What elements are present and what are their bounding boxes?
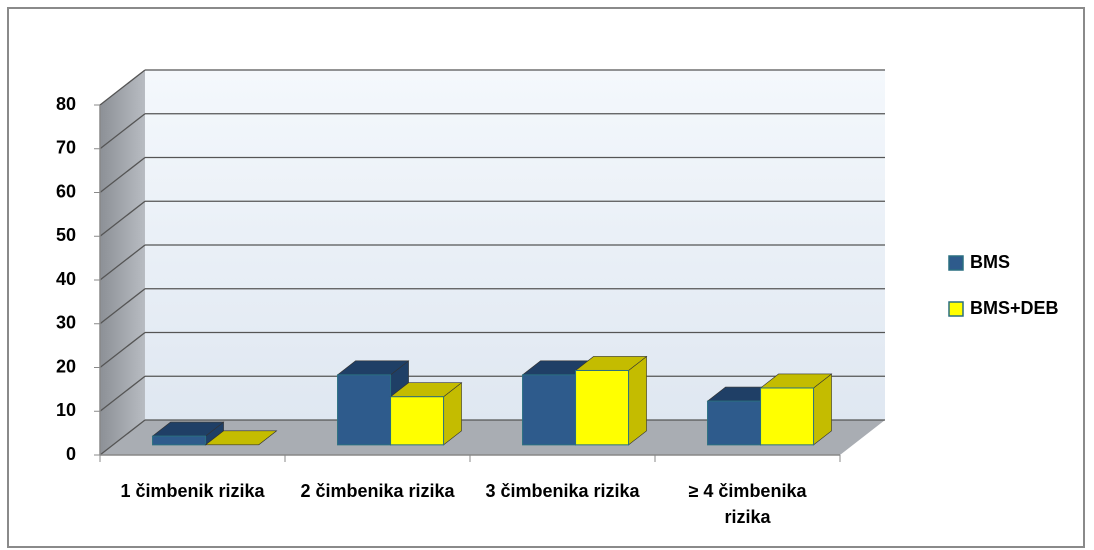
y-tick-label: 10 — [56, 400, 76, 420]
bar — [522, 374, 577, 446]
bar — [707, 400, 762, 446]
y-tick-label: 20 — [56, 356, 76, 376]
x-tick-label: 2 čimbenika rizika — [300, 481, 455, 501]
grid-line — [99, 331, 146, 369]
legend-label: BMS+DEB — [970, 298, 1059, 318]
legend-swatch — [948, 301, 964, 317]
bar — [337, 374, 392, 446]
x-tick-label: ≥ 4 čimbenika rizika — [688, 481, 807, 527]
y-tick-label: 0 — [66, 444, 76, 464]
x-tick-label: 3 čimbenika rizika — [485, 481, 640, 501]
y-tick-label: 80 — [56, 94, 76, 114]
y-tick-label: 60 — [56, 181, 76, 201]
floor — [100, 420, 885, 455]
grid-line — [99, 288, 146, 325]
grid-line — [99, 69, 146, 106]
y-tick-label: 40 — [56, 269, 76, 289]
grid-line — [99, 244, 146, 281]
bar — [575, 369, 630, 446]
y-tick-label: 70 — [56, 138, 76, 158]
grid-line — [99, 200, 146, 237]
y-tick-label: 50 — [56, 225, 76, 245]
bar — [760, 387, 815, 446]
bar — [390, 396, 445, 446]
grid-line — [99, 113, 146, 150]
bar-top — [204, 430, 278, 446]
grid-line — [99, 375, 146, 412]
grid-line — [99, 419, 146, 456]
bar — [152, 435, 207, 446]
y-tick-label: 30 — [56, 313, 76, 333]
bar-side — [628, 355, 647, 446]
grid-line — [99, 156, 146, 194]
x-tick-label: 1 čimbenik rizika — [120, 481, 265, 501]
legend-swatch — [948, 255, 964, 271]
legend-label: BMS — [970, 252, 1010, 272]
